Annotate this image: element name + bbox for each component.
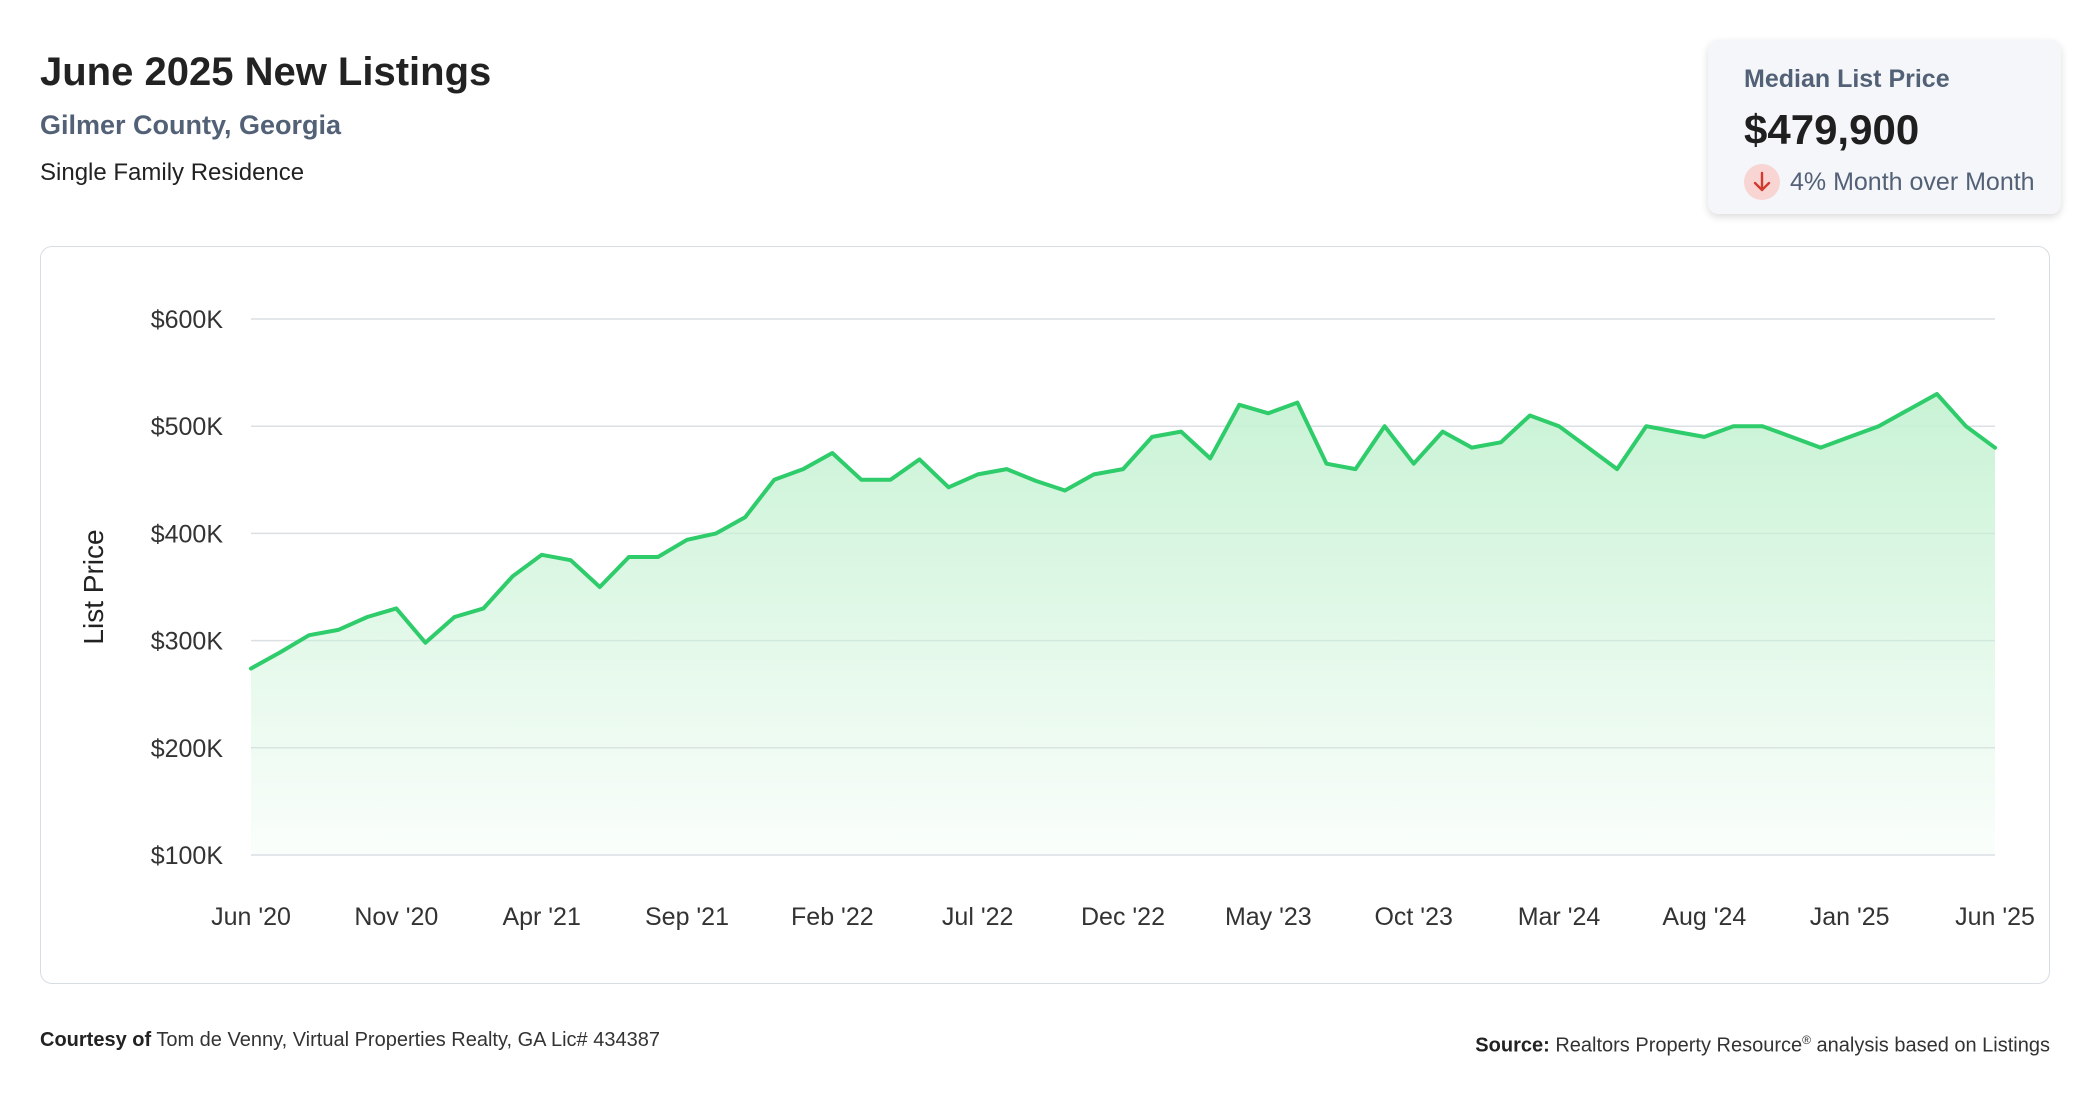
y-tick-label: $100K xyxy=(151,842,224,870)
y-tick-label: $600K xyxy=(151,306,224,334)
median-list-price-label: Median List Price xyxy=(1744,65,1950,93)
median-list-price-value: $479,900 xyxy=(1744,106,1920,153)
courtesy-footer: Courtesy of Tom de Venny, Virtual Proper… xyxy=(40,1026,660,1054)
x-tick-label: May '23 xyxy=(1225,903,1312,931)
x-tick-label: Sep '21 xyxy=(645,903,729,931)
y-tick-label: $300K xyxy=(151,628,224,656)
x-tick-label: Oct '23 xyxy=(1374,903,1452,931)
y-tick-label: $200K xyxy=(151,735,224,763)
x-tick-label: Apr '21 xyxy=(502,903,580,931)
x-tick-label: Jun '25 xyxy=(1955,903,2035,931)
x-tick-label: Jul '22 xyxy=(942,903,1013,931)
y-tick-label: $500K xyxy=(151,413,224,441)
source-footer: Source: Realtors Property Resource® anal… xyxy=(1475,1026,2050,1060)
x-tick-label: Nov '20 xyxy=(354,903,438,931)
courtesy-label: Courtesy of xyxy=(40,1029,152,1051)
change-text: 4% Month over Month xyxy=(1790,167,2035,196)
page-title: June 2025 New Listings xyxy=(40,50,492,94)
x-tick-label: Jan '25 xyxy=(1810,903,1890,931)
price-area xyxy=(251,394,1995,855)
x-tick-label: Mar '24 xyxy=(1518,903,1601,931)
chart-panel: $100K $200K $300K $400K $500K $600K Jun '20 Nov… xyxy=(40,246,2050,984)
down-arrow-icon xyxy=(1744,164,1780,200)
header: June 2025 New Listings Gilmer County, Ge… xyxy=(40,44,491,190)
property-type-label: Single Family Residence xyxy=(40,159,305,186)
x-tick-label: Jun '20 xyxy=(211,903,291,931)
x-tick-label: Dec '22 xyxy=(1081,903,1165,931)
month-over-month-change: 4% Month over Month xyxy=(1744,164,2061,200)
y-tick-label: $400K xyxy=(151,520,224,548)
price-line xyxy=(249,392,1997,671)
source-name: Realtors Property Resource xyxy=(1555,1034,1803,1057)
median-list-price-card: Median List Price $479,900 4% Month over… xyxy=(1708,40,2061,214)
registered-mark: ® xyxy=(1802,1033,1811,1047)
list-price-chart: $100K $200K $300K $400K $500K $600K Jun '20 Nov… xyxy=(78,306,2035,931)
source-label: Source: xyxy=(1475,1034,1550,1057)
x-tick-label: Feb '22 xyxy=(791,903,874,931)
location-subtitle: Gilmer County, Georgia xyxy=(40,110,342,140)
courtesy-text: Tom de Venny, Virtual Properties Realty,… xyxy=(156,1029,660,1051)
x-tick-label: Aug '24 xyxy=(1662,903,1746,931)
source-text: analysis based on Listings xyxy=(1816,1034,2050,1057)
y-axis-label: List Price xyxy=(78,529,109,644)
